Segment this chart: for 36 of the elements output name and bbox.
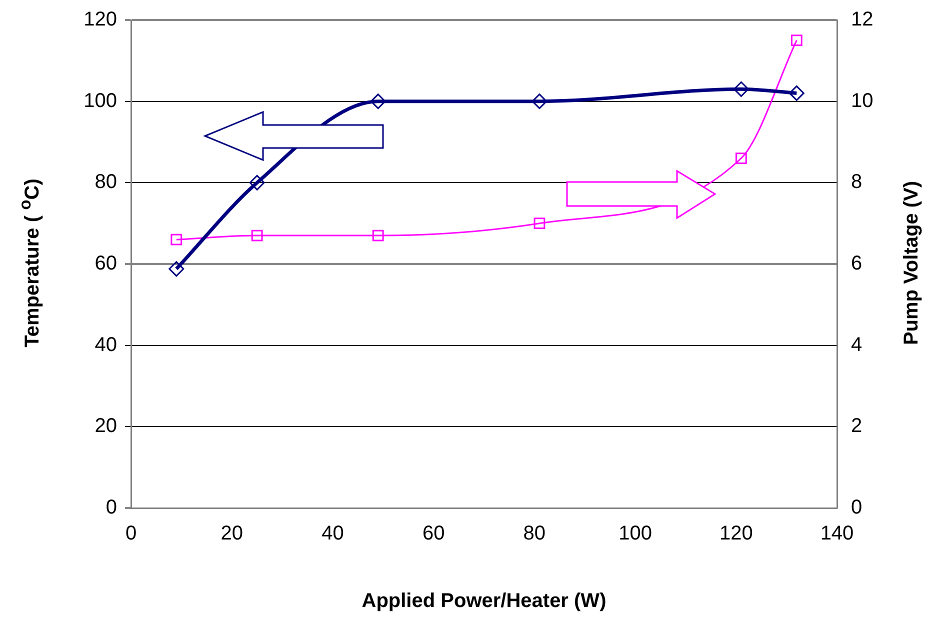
y-tick-label: 20 bbox=[94, 415, 117, 438]
y-tick-label: 40 bbox=[94, 334, 117, 356]
y-tick-label: 0 bbox=[106, 496, 117, 519]
y-tick-label: 80 bbox=[94, 171, 117, 194]
point bbox=[168, 261, 184, 277]
x-tick-label: 100 bbox=[618, 522, 652, 545]
point bbox=[735, 152, 747, 164]
y2-tick-label: 12 bbox=[851, 8, 874, 31]
point bbox=[249, 174, 265, 190]
y-tick-label: 100 bbox=[84, 90, 117, 112]
y2-axis-title: Pump Voltage (V) bbox=[900, 180, 924, 346]
y-tick-label: 120 bbox=[84, 8, 117, 31]
y2-tick-label: 10 bbox=[851, 90, 874, 112]
x-tick-label: 0 bbox=[125, 522, 137, 545]
x-tick-label: 140 bbox=[820, 522, 854, 545]
x-tick-label: 20 bbox=[220, 522, 243, 545]
y2-tick-label: 2 bbox=[851, 415, 862, 438]
x-tick-label: 40 bbox=[322, 522, 344, 545]
point bbox=[788, 85, 804, 101]
x-tick-label: 120 bbox=[719, 522, 753, 545]
y2-tick-label: 4 bbox=[851, 334, 862, 356]
point bbox=[370, 94, 386, 110]
y2-tick-label: 8 bbox=[851, 171, 862, 194]
point bbox=[372, 230, 384, 242]
y2-tick-label: 0 bbox=[851, 496, 862, 519]
point bbox=[790, 34, 802, 46]
x-tick-label: 80 bbox=[523, 522, 546, 545]
point bbox=[733, 81, 749, 97]
x-axis-title: Applied Power/Heater (W) bbox=[360, 590, 608, 613]
point bbox=[251, 230, 263, 242]
x-tick-label: 60 bbox=[422, 522, 445, 545]
y2-tick-label: 6 bbox=[851, 252, 862, 275]
point bbox=[532, 94, 548, 110]
y-tick-label: 60 bbox=[94, 252, 117, 275]
point bbox=[170, 234, 182, 246]
point bbox=[534, 218, 546, 230]
